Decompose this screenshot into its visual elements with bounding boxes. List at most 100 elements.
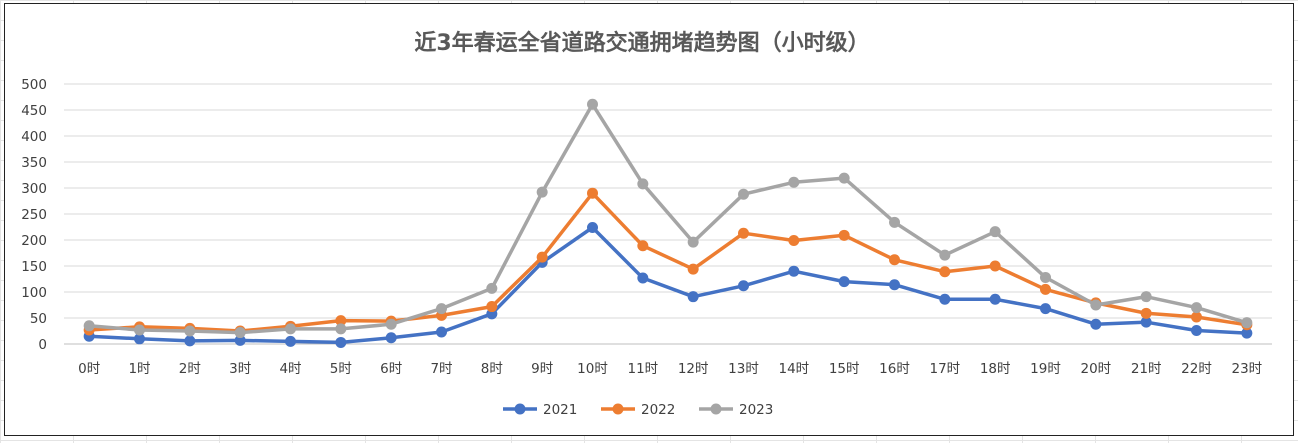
series-2021 bbox=[83, 222, 1253, 348]
x-tick-label: 1时 bbox=[128, 361, 150, 377]
x-tick-label: 23时 bbox=[1231, 361, 1262, 377]
data-point[interactable] bbox=[939, 266, 951, 278]
data-point[interactable] bbox=[637, 272, 649, 284]
data-point[interactable] bbox=[184, 325, 196, 337]
data-point[interactable] bbox=[738, 280, 749, 292]
series-layer bbox=[83, 98, 1253, 348]
data-point[interactable] bbox=[436, 326, 447, 338]
legend-marker bbox=[514, 403, 526, 415]
data-point[interactable] bbox=[788, 235, 800, 247]
data-point[interactable] bbox=[1191, 324, 1202, 336]
data-point[interactable] bbox=[1241, 317, 1253, 329]
legend-label: 2023 bbox=[739, 402, 773, 418]
data-point[interactable] bbox=[184, 335, 196, 347]
data-point[interactable] bbox=[536, 251, 548, 263]
y-tick-label: 500 bbox=[21, 77, 47, 93]
series-line bbox=[87, 191, 1249, 333]
chart-title: 近3年春运全省道路交通拥堵趋势图（小时级） bbox=[414, 30, 869, 56]
data-point[interactable] bbox=[1140, 291, 1152, 303]
y-tick-label: 250 bbox=[21, 207, 47, 223]
data-point[interactable] bbox=[587, 222, 598, 234]
data-point[interactable] bbox=[1140, 316, 1152, 328]
data-point[interactable] bbox=[687, 263, 699, 275]
x-tick-label: 14时 bbox=[778, 361, 809, 377]
x-tick-label: 18时 bbox=[980, 361, 1011, 377]
x-tick-label: 10时 bbox=[577, 361, 608, 377]
data-point[interactable] bbox=[1090, 299, 1102, 311]
series-line bbox=[87, 225, 1249, 345]
data-point[interactable] bbox=[234, 334, 246, 346]
data-point[interactable] bbox=[838, 276, 850, 288]
legend-marker bbox=[710, 403, 722, 415]
data-point[interactable] bbox=[335, 315, 347, 327]
data-point[interactable] bbox=[1040, 303, 1051, 315]
data-point[interactable] bbox=[234, 327, 246, 339]
data-point[interactable] bbox=[1040, 283, 1051, 295]
data-point[interactable] bbox=[788, 265, 800, 277]
data-point[interactable] bbox=[1191, 302, 1202, 314]
data-point[interactable] bbox=[889, 216, 900, 228]
data-point[interactable] bbox=[687, 291, 699, 303]
data-point[interactable] bbox=[335, 336, 347, 348]
data-point[interactable] bbox=[838, 172, 850, 184]
data-point[interactable] bbox=[939, 249, 951, 261]
data-point[interactable] bbox=[1040, 271, 1051, 283]
data-point[interactable] bbox=[83, 320, 95, 332]
x-tick-label: 11时 bbox=[627, 361, 658, 377]
y-tick-label: 400 bbox=[21, 129, 47, 145]
data-point[interactable] bbox=[436, 303, 447, 315]
data-point[interactable] bbox=[738, 188, 749, 200]
data-point[interactable] bbox=[486, 301, 498, 313]
data-point[interactable] bbox=[989, 293, 1001, 305]
data-point[interactable] bbox=[587, 187, 598, 199]
x-tick-label: 12时 bbox=[678, 361, 709, 377]
x-tick-label: 3时 bbox=[229, 361, 251, 377]
legend-item[interactable]: 2023 bbox=[699, 402, 773, 418]
x-tick-label: 7时 bbox=[430, 361, 452, 377]
data-point[interactable] bbox=[134, 324, 145, 336]
y-tick-label: 150 bbox=[21, 259, 47, 275]
data-point[interactable] bbox=[536, 186, 548, 198]
data-point[interactable] bbox=[687, 236, 699, 248]
line-chart: 近3年春运全省道路交通拥堵趋势图（小时级） 0 50 100 150 200 250 300… bbox=[21, 30, 1272, 418]
legend: 2021 2022 2023 bbox=[503, 402, 773, 418]
data-point[interactable] bbox=[1140, 307, 1152, 319]
x-tick-label: 20时 bbox=[1080, 361, 1111, 377]
data-point[interactable] bbox=[335, 323, 347, 335]
data-point[interactable] bbox=[1191, 311, 1202, 323]
data-point[interactable] bbox=[889, 279, 900, 291]
data-point[interactable] bbox=[285, 323, 296, 335]
data-point[interactable] bbox=[1090, 318, 1102, 330]
data-point[interactable] bbox=[788, 176, 800, 188]
x-tick-label: 13时 bbox=[728, 361, 759, 377]
data-point[interactable] bbox=[587, 98, 598, 110]
data-point[interactable] bbox=[889, 254, 900, 266]
data-point[interactable] bbox=[989, 260, 1001, 272]
grid-lines bbox=[64, 83, 1272, 345]
data-point[interactable] bbox=[939, 293, 951, 305]
data-point[interactable] bbox=[989, 226, 1001, 238]
data-point[interactable] bbox=[637, 240, 649, 252]
data-point[interactable] bbox=[637, 178, 649, 190]
data-point[interactable] bbox=[385, 318, 397, 330]
legend-marker bbox=[612, 403, 624, 415]
y-tick-label: 100 bbox=[21, 285, 47, 301]
data-point[interactable] bbox=[385, 332, 397, 344]
data-point[interactable] bbox=[738, 227, 749, 239]
data-point[interactable] bbox=[486, 282, 498, 294]
x-tick-label: 22时 bbox=[1181, 361, 1212, 377]
x-tick-label: 6时 bbox=[380, 361, 402, 377]
data-point[interactable] bbox=[285, 335, 296, 347]
y-axis-ticks: 0 50 100 150 200 250 300 350 400 450 500 bbox=[21, 77, 47, 353]
x-tick-label: 21时 bbox=[1131, 361, 1162, 377]
y-tick-label: 450 bbox=[21, 103, 47, 119]
y-tick-label: 350 bbox=[21, 155, 47, 171]
legend-item[interactable]: 2021 bbox=[503, 402, 577, 418]
chart-area[interactable]: 近3年春运全省道路交通拥堵趋势图（小时级） 0 50 100 150 200 250 300… bbox=[4, 3, 1294, 436]
data-point[interactable] bbox=[838, 229, 850, 241]
data-point[interactable] bbox=[1241, 327, 1253, 339]
legend-item[interactable]: 2022 bbox=[601, 402, 675, 418]
series-2022 bbox=[83, 187, 1253, 337]
y-tick-label: 300 bbox=[21, 181, 47, 197]
data-point[interactable] bbox=[134, 333, 145, 345]
